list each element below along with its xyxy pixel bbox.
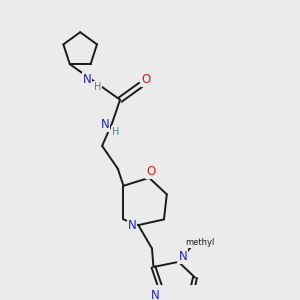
Text: H: H [112, 127, 119, 136]
Text: methyl: methyl [185, 238, 214, 247]
Text: O: O [142, 73, 151, 86]
Text: N: N [82, 73, 91, 85]
Text: N: N [128, 219, 136, 232]
Text: N: N [178, 250, 187, 263]
Text: O: O [146, 165, 155, 178]
Text: H: H [94, 82, 101, 92]
Text: N: N [100, 118, 109, 131]
Text: N: N [151, 289, 160, 300]
